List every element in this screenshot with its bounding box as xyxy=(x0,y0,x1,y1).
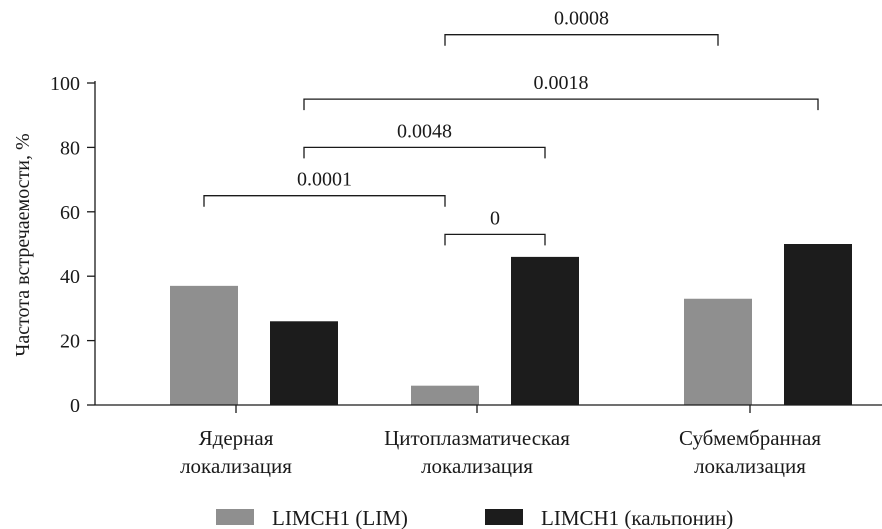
bars xyxy=(170,244,852,405)
x-tick-label: Ядерная локализация xyxy=(180,426,292,478)
p-value-label: 0.0018 xyxy=(534,72,589,94)
legend-swatch xyxy=(485,509,523,525)
x-tick-label: Субмембранная локализация xyxy=(679,426,821,478)
y-tick-label: 100 xyxy=(50,73,80,95)
bar xyxy=(511,256,579,405)
p-value-label: 0.0048 xyxy=(397,120,452,142)
y-tick-label: 80 xyxy=(60,137,80,159)
y-axis-label: Частота встречаемости, % xyxy=(12,133,34,356)
y-tick-label: 60 xyxy=(60,202,80,224)
significance-bracket xyxy=(203,195,446,207)
x-tick-label-line: Субмембранная xyxy=(679,426,821,450)
p-value-label: 0 xyxy=(490,207,500,229)
legend-label: LIMCH1 (LIM) xyxy=(272,506,408,529)
p-value-label: 0.0001 xyxy=(297,169,352,191)
x-tick-label-line: локализация xyxy=(180,454,292,478)
bar xyxy=(784,244,852,405)
bar xyxy=(411,385,479,405)
significance-bracket xyxy=(303,98,819,111)
x-tick-label-line: локализация xyxy=(694,454,806,478)
y-tick-label: 20 xyxy=(60,331,80,353)
x-tick-label: Цитоплазматическая локализация xyxy=(384,426,570,478)
significance-brackets: 0.0008 0.0018 0.0048 0.0001 0 xyxy=(203,8,819,246)
bar xyxy=(270,321,338,405)
significance-bracket xyxy=(444,233,546,246)
legend-label: LIMCH1 (кальпонин) xyxy=(541,506,733,529)
y-axis: 0 20 40 60 80 100 xyxy=(50,73,96,417)
y-tick-label: 0 xyxy=(70,395,80,417)
significance-bracket xyxy=(444,34,719,46)
y-tick-label: 40 xyxy=(60,266,80,288)
legend-swatch xyxy=(216,509,254,525)
bar xyxy=(684,298,752,405)
p-value-label: 0.0008 xyxy=(554,8,609,30)
x-tick-label-line: Цитоплазматическая xyxy=(384,426,570,450)
x-tick-label-line: локализация xyxy=(421,454,533,478)
significance-bracket xyxy=(303,146,546,159)
legend: LIMCH1 (LIM) LIMCH1 (кальпонин) xyxy=(216,506,733,529)
bar xyxy=(170,285,238,405)
x-axis: Ядерная локализация Цитоплазматическая лока… xyxy=(95,404,882,478)
x-tick-label-line: Ядерная xyxy=(199,426,274,450)
